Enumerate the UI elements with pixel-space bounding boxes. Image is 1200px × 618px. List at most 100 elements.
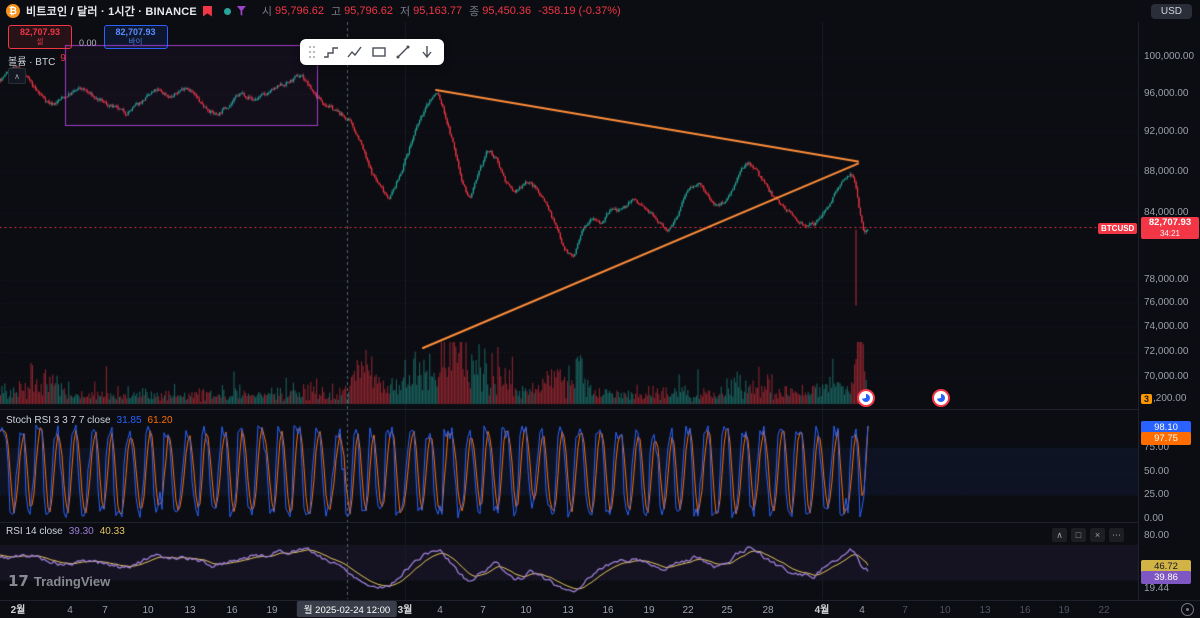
stoch-rsi-legend-title: Stoch RSI 3 3 7 7 close xyxy=(6,415,111,426)
price-scale-label: 84,000.00 xyxy=(1144,207,1189,219)
pane-collapse-icon[interactable]: ∧ xyxy=(1052,528,1067,542)
rsi-legend-title: RSI 14 close xyxy=(6,526,63,537)
price-scale-label: 100,000.00 xyxy=(1144,51,1195,62)
topbar: ₿ 비트코인 / 달러 · 1시간 · BINANCE 시 95,796.62 고… xyxy=(0,0,1200,22)
last-price-badge: 82,707.93 34:21 xyxy=(1141,217,1199,240)
time-axis-label: 10 xyxy=(939,605,951,616)
sell-label: 셀 xyxy=(36,37,44,47)
currency-toggle-button[interactable]: USD xyxy=(1150,4,1192,19)
rsi-value: 39.30 xyxy=(68,526,94,537)
last-price-value: 82,707.93 xyxy=(1148,217,1192,229)
event-marker-icon[interactable] xyxy=(932,389,950,407)
open-label: 시 xyxy=(261,6,273,18)
rsi-value-badge: 46.72 xyxy=(1141,560,1191,573)
bar-countdown: 34:21 xyxy=(1159,229,1181,239)
pane-separator[interactable] xyxy=(0,409,1200,410)
pattern-tool-icon[interactable] xyxy=(320,41,342,63)
price-scale-label: 92,000.00 xyxy=(1144,125,1189,137)
time-axis-label: 4 xyxy=(67,605,73,616)
price-scale-label: 70,000.00 xyxy=(1144,371,1189,382)
chevron-up-icon: ∧ xyxy=(14,71,20,81)
flash-icon[interactable] xyxy=(236,6,246,16)
rsi-ma-value: 40.33 xyxy=(99,526,125,537)
pane-more-icon[interactable]: ⋯ xyxy=(1109,528,1124,542)
rsi-scale-label: 19.44 xyxy=(1144,583,1170,595)
drag-handle-icon[interactable] xyxy=(306,44,318,60)
collapse-pane-button[interactable]: ∧ xyxy=(8,68,26,84)
stoch-scale-label: 0.00 xyxy=(1144,513,1164,524)
pane-action-buttons: ∧ □ × ⋯ xyxy=(1052,528,1124,542)
volume-legend-value: 9 xyxy=(60,53,66,64)
pane-separator[interactable] xyxy=(0,522,1200,523)
trend-line-tool-icon[interactable] xyxy=(392,41,414,63)
stoch-value-badge: 98.10 xyxy=(1141,421,1191,434)
elliott-wave-tool-icon[interactable] xyxy=(344,41,366,63)
volume-legend: 볼륨 · BTC 9 xyxy=(8,53,66,68)
buy-label: 바이 xyxy=(128,37,143,47)
stoch-d-value: 61.20 xyxy=(147,415,173,426)
rsi-scale-label: 80.00 xyxy=(1144,530,1170,541)
price-line-symbol-tag: BTCUSD xyxy=(1098,223,1138,234)
open-value: 95,796.62 xyxy=(275,5,324,17)
change-value: -358.19 (-0.37%) xyxy=(538,5,621,17)
time-axis-label: 13 xyxy=(979,605,991,616)
time-axis-label: 22 xyxy=(1098,605,1110,616)
trade-widget: 82,707.93 셀 0.00 82,707.93 바이 xyxy=(8,25,168,49)
time-axis-label: 19 xyxy=(1058,605,1070,616)
pane-close-icon[interactable]: × xyxy=(1090,528,1105,542)
price-scale-label: 74,000.00 xyxy=(1144,321,1189,333)
spread-value: 0.00 xyxy=(79,38,97,48)
ohlc-readout: 시 95,796.62 고 95,796.62 저 95,163.77 종 95,450… xyxy=(262,3,625,19)
pane-maximize-icon[interactable]: □ xyxy=(1071,528,1086,542)
volume-legend-title: 볼륨 · BTC xyxy=(8,57,56,68)
bookmark-flag-icon[interactable] xyxy=(202,5,212,17)
low-label: 저 xyxy=(400,6,411,18)
price-scale-label: 96,000.00 xyxy=(1144,87,1189,99)
tradingview-watermark: 17 TradingView xyxy=(8,572,110,590)
drawing-toolbar xyxy=(300,39,444,65)
time-axis-label: 4월 xyxy=(814,605,830,616)
sell-button[interactable]: 82,707.93 셀 xyxy=(8,25,72,49)
bitcoin-logo-icon: ₿ xyxy=(6,4,20,18)
time-axis-label: 13 xyxy=(562,605,574,616)
arrow-down-tool-icon[interactable] xyxy=(416,41,438,63)
time-axis-label: 4 xyxy=(437,605,443,616)
price-scale-label: 78,000.00 xyxy=(1144,273,1189,285)
rsi-value-badge: 39.86 xyxy=(1141,571,1191,584)
stoch-rsi-legend[interactable]: Stoch RSI 3 3 7 7 close 31.85 61.20 xyxy=(6,415,173,426)
close-label: 종 xyxy=(469,6,480,18)
time-axis-label: 2월 xyxy=(10,605,26,616)
sell-price: 82,707.93 xyxy=(19,27,61,38)
buy-button[interactable]: 82,707.93 바이 xyxy=(103,25,168,49)
event-marker-inner-icon xyxy=(937,394,945,402)
low-value: 95,163.77 xyxy=(413,5,463,17)
time-axis-label: 25 xyxy=(721,605,733,616)
time-axis-label: 7 xyxy=(102,605,108,616)
high-value: 95,796.62 xyxy=(344,5,394,17)
chart-canvas[interactable] xyxy=(0,22,1138,600)
volume-badge-value: ,200.00 xyxy=(1153,393,1187,404)
volume-scale-badge: 3 ,200.00 xyxy=(1141,393,1186,404)
rsi-legend[interactable]: RSI 14 close 39.30 40.33 xyxy=(6,526,125,537)
stoch-scale-label: 25.00 xyxy=(1144,489,1170,501)
time-axis[interactable]: 월 2025-02-24 12:00 2월 4 7 10 13 16 19 3월 4 7 10 13 1… xyxy=(0,600,1200,618)
time-axis-label: 7 xyxy=(480,605,486,616)
event-marker-icon[interactable] xyxy=(857,389,875,407)
symbol-title[interactable]: 비트코인 / 달러 · 1시간 · BINANCE xyxy=(26,6,197,18)
price-scale-label: 72,000.00 xyxy=(1144,345,1189,357)
volume-badge-marker: 3 xyxy=(1141,393,1153,404)
time-axis-label: 16 xyxy=(226,605,238,616)
price-scale-label: 88,000.00 xyxy=(1144,165,1189,177)
close-value: 95,450.36 xyxy=(482,5,532,17)
axis-settings-icon[interactable] xyxy=(1181,603,1194,616)
rectangle-tool-icon[interactable] xyxy=(368,41,390,63)
time-axis-label: 13 xyxy=(184,605,196,616)
tradingview-logo-icon: 17 xyxy=(8,572,29,590)
crosshair-time-badge: 월 2025-02-24 12:00 xyxy=(296,601,398,617)
event-marker-inner-icon xyxy=(862,394,870,402)
stoch-scale-label: 50.00 xyxy=(1144,465,1170,477)
stoch-scale-label: 75.00 xyxy=(1144,441,1170,453)
time-axis-label: 10 xyxy=(520,605,532,616)
price-scale[interactable]: 82,707.93 34:21 3 ,200.00 100,000.00 96,0… xyxy=(1138,22,1200,600)
